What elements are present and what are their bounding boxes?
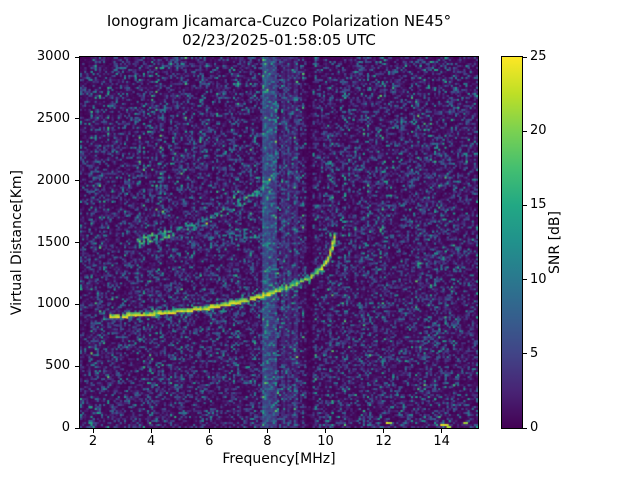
y-tick (75, 427, 79, 429)
x-tick-label: 14 (433, 434, 450, 449)
colorbar-tick-label: 20 (530, 123, 547, 139)
x-tick-label: 6 (205, 434, 214, 449)
x-tick-label: 10 (317, 434, 334, 449)
x-tick-label: 4 (147, 434, 156, 449)
x-tick-label: 2 (88, 434, 98, 449)
plot-area (79, 56, 479, 429)
y-tick-label: 0 (61, 420, 70, 435)
colorbar-tick (523, 204, 527, 206)
colorbar-tick (523, 353, 527, 355)
y-tick-label: 3000 (36, 49, 70, 64)
y-tick-label: 1000 (36, 296, 70, 312)
x-tick (441, 429, 443, 433)
colorbar-tick-label: 15 (530, 197, 547, 213)
y-tick (75, 303, 79, 305)
y-tick (75, 242, 79, 243)
colorbar-tick-label: 10 (530, 271, 547, 287)
colorbar-tick-label: 0 (530, 420, 539, 435)
colorbar-tick-label: 5 (530, 345, 539, 361)
x-tick-label: 8 (263, 434, 272, 449)
x-tick-label: 12 (375, 434, 392, 449)
colorbar-label: SNR [dB] (547, 211, 563, 274)
ionogram-heatmap (80, 57, 478, 428)
colorbar-tick (523, 56, 527, 58)
x-tick (324, 429, 326, 433)
colorbar-tick (523, 279, 527, 281)
colorbar-tick (523, 130, 527, 132)
y-tick-label: 2000 (36, 172, 70, 188)
colorbar-tick-label: 25 (530, 49, 547, 64)
colorbar-tick (523, 427, 527, 429)
x-tick (383, 429, 385, 433)
y-tick (75, 365, 79, 367)
x-tick (150, 429, 152, 433)
chart-subtitle: 02/23/2025-01:58:05 UTC (182, 31, 376, 49)
y-tick-label: 1500 (36, 234, 70, 250)
y-tick (75, 56, 79, 58)
x-tick (208, 429, 210, 433)
y-tick-label: 2500 (36, 110, 70, 126)
colorbar-gradient (501, 56, 523, 429)
x-axis-label: Frequency[MHz] (222, 451, 336, 467)
x-tick (92, 429, 94, 433)
y-tick (75, 118, 79, 120)
x-tick (266, 429, 268, 433)
y-tick-label: 500 (45, 358, 70, 374)
y-tick (75, 180, 79, 182)
chart-title: Ionogram Jicamarca-Cuzco Polarization NE… (106, 12, 452, 30)
